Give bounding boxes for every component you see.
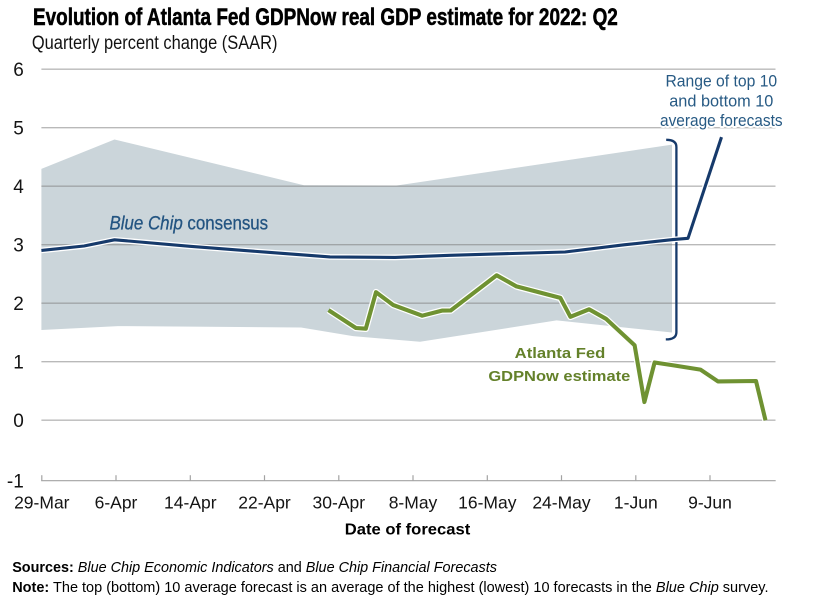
svg-text:GDPNow estimate: GDPNow estimate <box>488 369 630 385</box>
svg-text:8-May: 8-May <box>389 493 438 513</box>
svg-text:and bottom 10: and bottom 10 <box>669 92 773 110</box>
svg-text:Date of forecast: Date of forecast <box>345 521 471 539</box>
svg-text:24-May: 24-May <box>532 493 591 513</box>
svg-text:Sources: Blue Chip Economic In: Sources: Blue Chip Economic Indicators a… <box>12 560 497 576</box>
svg-text:Evolution of Atlanta Fed GDPNo: Evolution of Atlanta Fed GDPNow real GDP… <box>33 3 618 31</box>
svg-text:4: 4 <box>13 177 24 198</box>
svg-text:Quarterly percent change (SAAR: Quarterly percent change (SAAR) <box>32 32 278 53</box>
svg-text:average forecasts: average forecasts <box>660 112 783 129</box>
svg-text:Note: The top (bottom) 10 aver: Note: The top (bottom) 10 average foreca… <box>12 580 768 596</box>
svg-text:3: 3 <box>13 236 24 257</box>
svg-text:2: 2 <box>13 294 24 315</box>
svg-text:1-Jun: 1-Jun <box>614 493 658 513</box>
svg-text:Atlanta Fed: Atlanta Fed <box>515 346 606 362</box>
svg-text:5: 5 <box>13 119 24 140</box>
svg-text:1: 1 <box>13 353 24 374</box>
svg-text:6: 6 <box>13 60 24 81</box>
svg-text:Blue Chip consensus: Blue Chip consensus <box>110 212 269 234</box>
svg-text:22-Apr: 22-Apr <box>238 493 291 513</box>
svg-text:9-Jun: 9-Jun <box>688 493 732 513</box>
svg-text:0: 0 <box>13 411 24 432</box>
svg-text:16-May: 16-May <box>458 493 517 513</box>
svg-text:Range of top 10: Range of top 10 <box>665 73 777 90</box>
svg-text:14-Apr: 14-Apr <box>164 493 217 513</box>
svg-text:6-Apr: 6-Apr <box>95 493 138 513</box>
svg-text:29-Mar: 29-Mar <box>14 493 70 513</box>
svg-text:30-Apr: 30-Apr <box>313 493 366 513</box>
svg-text:-1: -1 <box>7 472 24 493</box>
